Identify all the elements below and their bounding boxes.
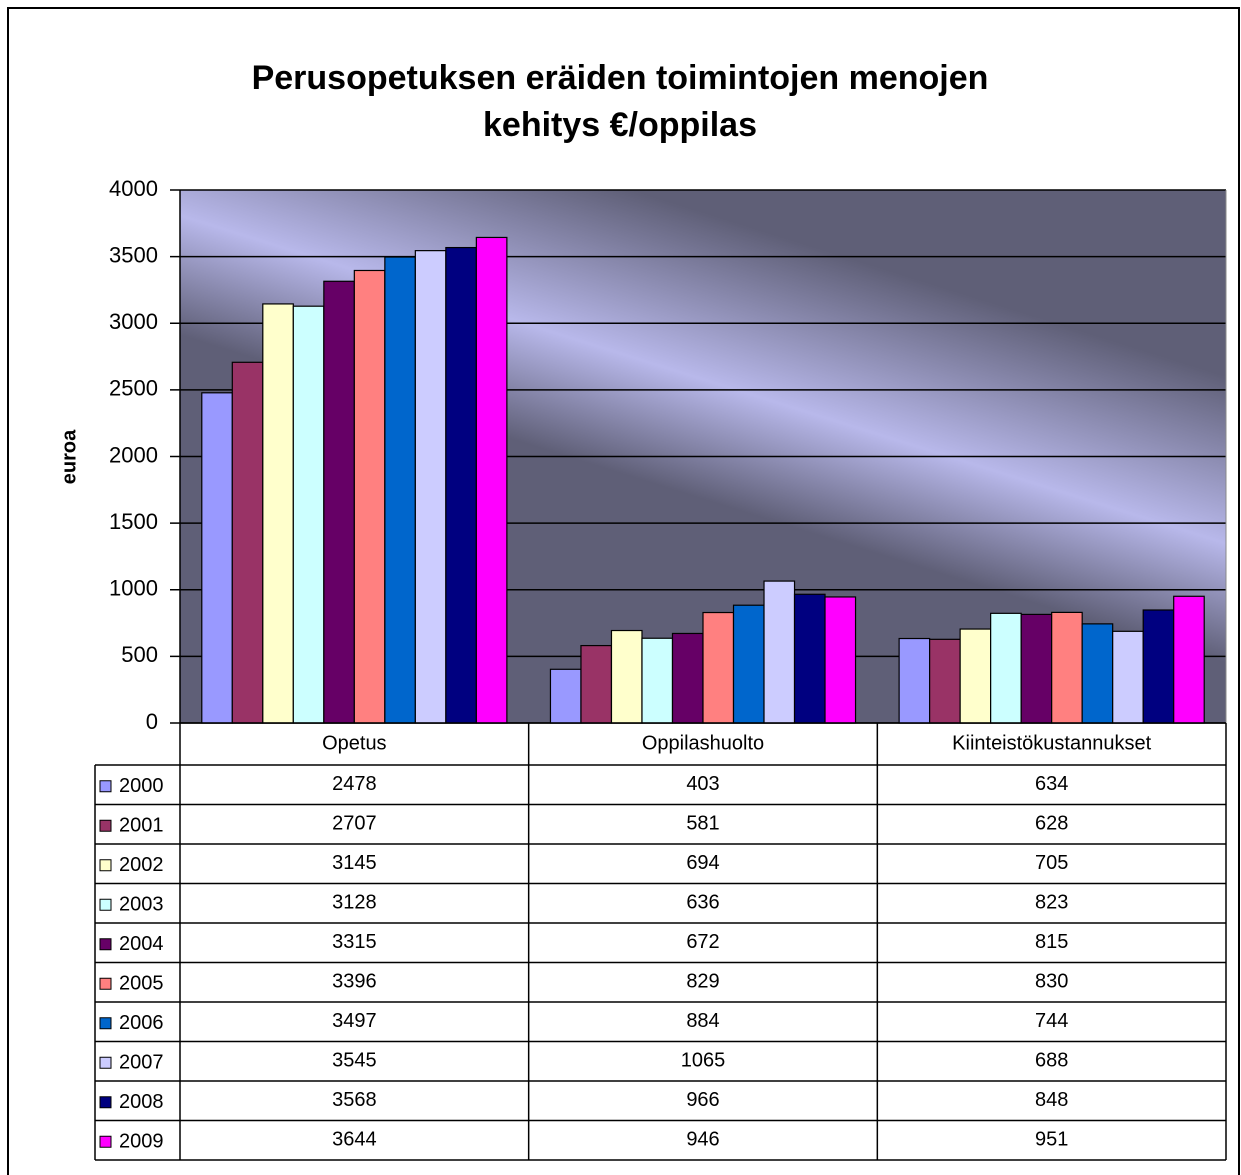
bar [793, 593, 826, 724]
x-tick-label: Oppilashuolto [642, 732, 764, 754]
bar [414, 250, 447, 724]
bar [1081, 623, 1114, 724]
legend-label: 2008 [119, 1091, 164, 1113]
legend-label: 2003 [119, 894, 164, 916]
table-value: 946 [686, 1129, 719, 1151]
table-value: 3145 [332, 852, 377, 874]
table-value: 634 [1035, 773, 1068, 795]
bar [641, 637, 674, 724]
table-value: 3315 [332, 931, 377, 953]
table-value: 3568 [332, 1089, 377, 1111]
bar [353, 269, 386, 724]
legend-key [99, 938, 112, 951]
bar [959, 628, 992, 724]
table-value: 829 [686, 971, 719, 993]
legend-label: 2001 [119, 815, 164, 837]
table-value: 2478 [332, 773, 377, 795]
bar [475, 236, 508, 724]
table-value: 3396 [332, 971, 377, 993]
table-value: 966 [686, 1089, 719, 1111]
legend-key [99, 1096, 112, 1109]
legend-key [99, 977, 112, 990]
legend-key [99, 780, 112, 793]
chart-title: Perusopetuksen eräiden toimintojen menoj… [252, 59, 989, 97]
bar [1112, 630, 1144, 724]
legend-key [99, 1056, 112, 1069]
table-value: 3545 [332, 1050, 377, 1072]
y-tick-label: 500 [121, 642, 158, 667]
legend-key [99, 859, 112, 872]
bar [580, 644, 613, 724]
table-value: 705 [1035, 852, 1068, 874]
table-value: 3497 [332, 1010, 377, 1032]
table-value: 3128 [332, 892, 377, 914]
table-value: 672 [686, 931, 719, 953]
table-value: 581 [686, 813, 719, 835]
x-tick-label: Opetus [322, 732, 386, 754]
legend-key [99, 819, 112, 832]
bar [610, 629, 643, 724]
legend-key [99, 1135, 112, 1148]
bar [292, 305, 325, 724]
bar [671, 632, 704, 724]
y-axis-label: euroa [58, 429, 80, 484]
chart-title: kehitys €/oppilas [483, 106, 757, 144]
y-tick-label: 1000 [109, 576, 158, 601]
bar [262, 303, 294, 724]
table-value: 3644 [332, 1129, 377, 1151]
bar [323, 280, 355, 724]
bar [201, 392, 233, 724]
y-tick-label: 4000 [109, 176, 158, 201]
legend-label: 2009 [119, 1131, 164, 1153]
table-value: 403 [686, 773, 719, 795]
bar [1051, 611, 1083, 724]
legend-key [99, 898, 112, 911]
bar [445, 246, 477, 724]
table-value: 1065 [681, 1050, 726, 1072]
table-value: 823 [1035, 892, 1068, 914]
bar [824, 596, 857, 724]
bar [990, 612, 1022, 724]
y-tick-label: 2000 [109, 442, 158, 467]
legend-label: 2007 [119, 1052, 164, 1074]
bar [1173, 595, 1205, 724]
table-value: 884 [686, 1010, 719, 1032]
bar [898, 637, 931, 724]
bar [929, 638, 961, 724]
bar [231, 361, 264, 724]
table-value: 688 [1035, 1050, 1068, 1072]
legend-key [99, 1017, 112, 1030]
y-tick-label: 3000 [109, 309, 158, 334]
table-value: 2707 [332, 813, 377, 835]
bar [763, 580, 796, 724]
y-tick-label: 3500 [109, 242, 158, 267]
bar [732, 604, 765, 724]
table-value: 951 [1035, 1129, 1068, 1151]
legend-label: 2000 [119, 775, 164, 797]
y-tick-label: 0 [146, 709, 158, 734]
x-tick-label: Kiinteistökustannukset [952, 732, 1151, 754]
legend-label: 2002 [119, 854, 164, 876]
bar [1020, 613, 1053, 724]
bar [384, 256, 416, 724]
table-value: 636 [686, 892, 719, 914]
y-tick-label: 2500 [109, 376, 158, 401]
table-value: 830 [1035, 971, 1068, 993]
table-value: 694 [686, 852, 719, 874]
table-value: 628 [1035, 813, 1068, 835]
table-value: 848 [1035, 1089, 1068, 1111]
bar [1142, 609, 1175, 724]
legend-label: 2004 [119, 933, 164, 955]
table-value: 744 [1035, 1010, 1068, 1032]
y-tick-label: 1500 [109, 509, 158, 534]
bar [549, 668, 582, 724]
legend-label: 2005 [119, 973, 164, 995]
legend-label: 2006 [119, 1012, 164, 1034]
bar [702, 611, 735, 724]
table-value: 815 [1035, 931, 1068, 953]
